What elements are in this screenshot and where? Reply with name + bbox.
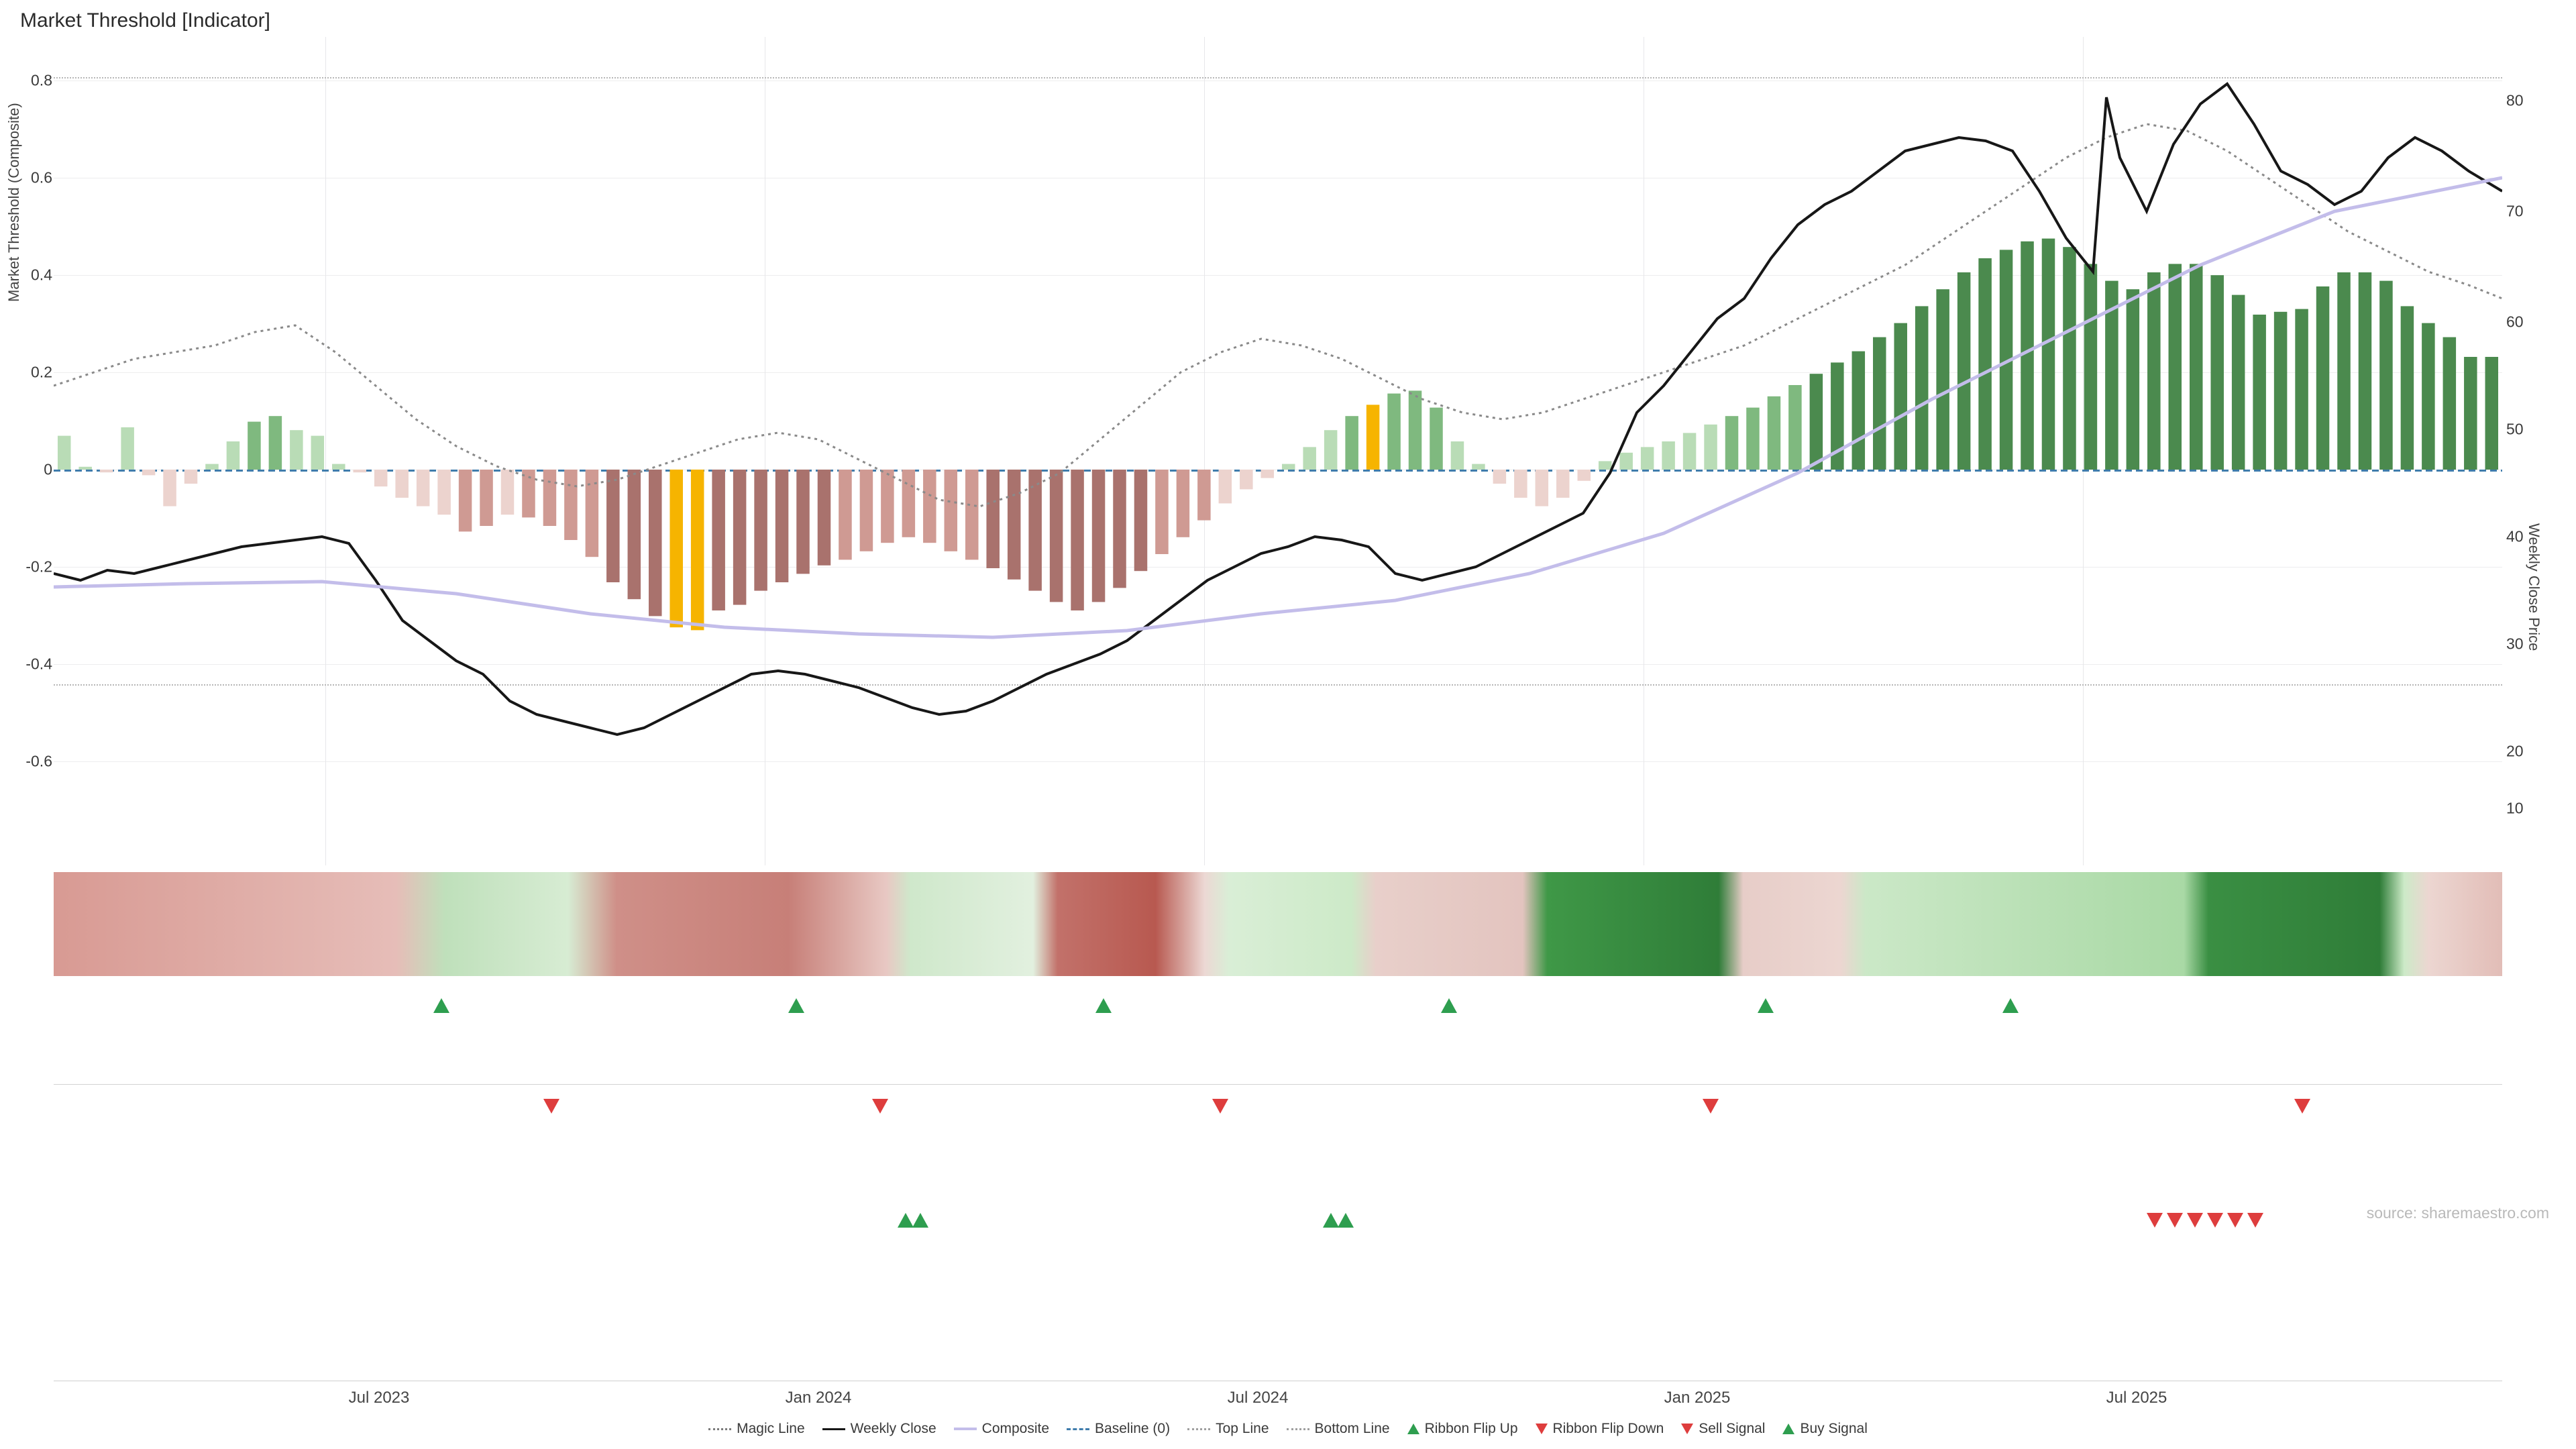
legend-label: Top Line: [1216, 1421, 1269, 1437]
sell-signal-marker[interactable]: [2187, 1213, 2203, 1228]
baseline-icon: [1067, 1428, 1089, 1430]
legend-label: Ribbon Flip Up: [1425, 1421, 1518, 1437]
legend-label: Weekly Close: [851, 1421, 936, 1437]
buy-signal-marker[interactable]: [1323, 1213, 1339, 1228]
legend-item-weekly-close[interactable]: Weekly Close: [822, 1421, 936, 1437]
xtick-label: Jan 2025: [1664, 1389, 1731, 1407]
y-axis-left-label: Market Threshold (Composite): [5, 0, 23, 302]
legend-row: Magic Line Weekly Close Composite Baseli…: [0, 1421, 2576, 1437]
ribbon-flip-up-marker[interactable]: [1095, 998, 1112, 1013]
ribbon-flip-down-marker[interactable]: [2294, 1099, 2310, 1114]
ribbon-flip-up-marker[interactable]: [1758, 998, 1774, 1013]
legend-item-composite[interactable]: Composite: [954, 1421, 1049, 1437]
weekly-close-icon: [822, 1428, 845, 1430]
legend-item-buy-signal[interactable]: Buy Signal: [1782, 1421, 1867, 1437]
ytick-label-right: 40: [2506, 528, 2560, 546]
legend-label: Composite: [982, 1421, 1049, 1437]
legend-label: Ribbon Flip Down: [1553, 1421, 1664, 1437]
zero-reference-line: [54, 1084, 2502, 1085]
ytick-label-right: 30: [2506, 635, 2560, 653]
source-label: source: sharemaestro.com: [2367, 1204, 2549, 1222]
ytick-label-right: 70: [2506, 203, 2560, 221]
ribbon-flip-down-marker[interactable]: [1212, 1099, 1228, 1114]
buy-signal-marker[interactable]: [1338, 1213, 1354, 1228]
legend-item-ribbon-flip-down[interactable]: Ribbon Flip Down: [1536, 1421, 1664, 1437]
composite-icon: [954, 1428, 977, 1430]
buy-signal-marker[interactable]: [912, 1213, 928, 1228]
ytick-label-right: 20: [2506, 743, 2560, 761]
xtick-label: Jul 2024: [1228, 1389, 1289, 1407]
magic-line-icon: [708, 1428, 731, 1430]
ytick-label: 0.2: [12, 364, 52, 382]
legend-item-bottom-line[interactable]: Bottom Line: [1287, 1421, 1390, 1437]
ribbon-flip-up-marker[interactable]: [433, 998, 449, 1013]
top-line-icon: [1187, 1428, 1210, 1430]
ribbon-flip-up-marker[interactable]: [2002, 998, 2019, 1013]
ytick-label-right: 50: [2506, 421, 2560, 439]
ribbon-strip: [54, 872, 2502, 976]
ribbon-flip-down-marker[interactable]: [872, 1099, 888, 1114]
ytick-label: -0.6: [12, 753, 52, 771]
sell-signal-icon: [1681, 1424, 1693, 1434]
legend-label: Magic Line: [737, 1421, 805, 1437]
ytick-label: 0.6: [12, 169, 52, 187]
ribbon-flip-up-marker[interactable]: [788, 998, 804, 1013]
sell-signal-marker[interactable]: [2167, 1213, 2183, 1228]
bottom-line-icon: [1287, 1428, 1309, 1430]
legend-label: Baseline (0): [1095, 1421, 1170, 1437]
sell-signal-marker[interactable]: [2227, 1213, 2243, 1228]
xtick-label: Jan 2024: [786, 1389, 852, 1407]
legend-item-ribbon-flip-up[interactable]: Ribbon Flip Up: [1407, 1421, 1518, 1437]
ribbon-flip-up-icon: [1407, 1424, 1419, 1434]
ribbon-flip-up-marker[interactable]: [1441, 998, 1457, 1013]
legend-label: Bottom Line: [1315, 1421, 1390, 1437]
ytick-label-right: 10: [2506, 800, 2560, 818]
ytick-label-right: 80: [2506, 92, 2560, 110]
signal-zone: [54, 991, 2502, 1213]
legend-item-sell-signal[interactable]: Sell Signal: [1681, 1421, 1765, 1437]
xtick-label: Jul 2025: [2106, 1389, 2167, 1407]
ytick-label: 0: [12, 461, 52, 479]
ribbon-flip-down-marker[interactable]: [543, 1099, 559, 1114]
legend-item-magic-line[interactable]: Magic Line: [708, 1421, 805, 1437]
ytick-label-right: 60: [2506, 313, 2560, 331]
legend-item-baseline[interactable]: Baseline (0): [1067, 1421, 1170, 1437]
ytick-label: 0.4: [12, 266, 52, 284]
legend-label: Sell Signal: [1699, 1421, 1765, 1437]
sell-signal-marker[interactable]: [2207, 1213, 2223, 1228]
buy-signal-marker[interactable]: [898, 1213, 914, 1228]
xtick-label: Jul 2023: [349, 1389, 410, 1407]
ribbon-flip-down-marker[interactable]: [1703, 1099, 1719, 1114]
chart-title: Market Threshold [Indicator]: [20, 9, 270, 32]
chart-root: Market Threshold [Indicator] Market Thre…: [0, 0, 2576, 1449]
legend-item-top-line[interactable]: Top Line: [1187, 1421, 1269, 1437]
sell-signal-marker[interactable]: [2247, 1213, 2263, 1228]
composite-line: [54, 37, 2502, 865]
ytick-label: -0.4: [12, 655, 52, 674]
buy-signal-icon: [1782, 1424, 1794, 1434]
ribbon-bars-svg: [54, 872, 2502, 976]
plot-area: 0.8 0.6 0.4 0.2 0 -0.2 -0.4 -0.6 80 70 6…: [54, 37, 2502, 865]
legend-label: Buy Signal: [1800, 1421, 1867, 1437]
ytick-label: -0.2: [12, 558, 52, 576]
ytick-label: 0.8: [12, 72, 52, 90]
sell-signal-marker[interactable]: [2147, 1213, 2163, 1228]
ribbon-flip-down-icon: [1536, 1424, 1548, 1434]
